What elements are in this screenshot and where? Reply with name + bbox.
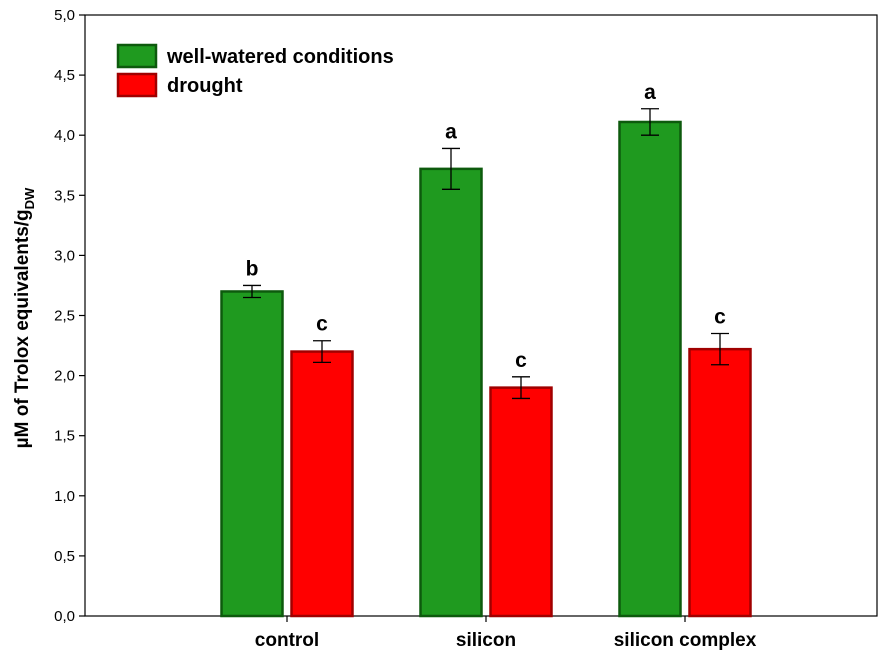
bar-well-watered <box>220 290 284 618</box>
error-bar <box>711 332 729 366</box>
significance-letter: c <box>515 349 527 372</box>
y-axis-title-main: µM of Trolox equivalents/g <box>12 209 33 448</box>
bar-well-watered <box>419 167 483 618</box>
error-bar <box>442 147 460 190</box>
y-axis: 0,0 0,5 1,0 1,5 2,0 2,5 3,0 3,5 4,0 4,5 5,0 <box>54 7 85 625</box>
legend: well-watered conditions drought <box>116 43 394 98</box>
significance-letter: a <box>445 120 457 143</box>
x-category-label: control <box>255 630 319 651</box>
error-bar <box>313 340 331 364</box>
significance-labels-group: b a a c c c <box>246 81 727 372</box>
y-tick-label: 1,0 <box>54 488 75 505</box>
y-tick-label: 0,0 <box>54 608 75 625</box>
y-tick-label: 0,5 <box>54 548 75 565</box>
y-axis-title: µM of Trolox equivalents/gDW <box>12 187 37 448</box>
y-tick-label: 5,0 <box>54 7 75 24</box>
error-bar <box>243 284 261 299</box>
x-category-label: silicon <box>456 630 516 651</box>
y-tick-label: 4,0 <box>54 127 75 144</box>
legend-label: well-watered conditions <box>166 46 394 68</box>
bar-well-watered <box>618 120 682 618</box>
significance-letter: c <box>316 313 328 336</box>
y-tick-label: 3,5 <box>54 187 75 204</box>
significance-letter: c <box>714 306 726 329</box>
bar-drought <box>290 350 354 618</box>
y-tick-label: 2,5 <box>54 308 75 325</box>
y-axis-title-subscript: DW <box>22 187 37 209</box>
legend-item: drought <box>116 72 243 98</box>
bars-group <box>220 120 752 618</box>
y-tick-label: 2,0 <box>54 368 75 385</box>
bar-drought <box>688 347 752 618</box>
error-bar <box>512 376 530 400</box>
legend-swatch <box>116 72 158 98</box>
x-category-label: silicon complex <box>614 630 757 651</box>
y-tick-label: 4,5 <box>54 67 75 84</box>
x-axis: control silicon silicon complex <box>255 616 757 651</box>
error-bars-group <box>243 108 729 400</box>
bar-drought <box>489 386 553 618</box>
error-bar <box>641 108 659 136</box>
legend-swatch <box>116 43 158 69</box>
legend-item: well-watered conditions <box>116 43 394 69</box>
y-tick-label: 3,0 <box>54 247 75 264</box>
significance-letter: a <box>644 81 656 104</box>
legend-label: drought <box>167 75 243 97</box>
significance-letter: b <box>246 257 259 280</box>
y-tick-label: 1,5 <box>54 428 75 445</box>
